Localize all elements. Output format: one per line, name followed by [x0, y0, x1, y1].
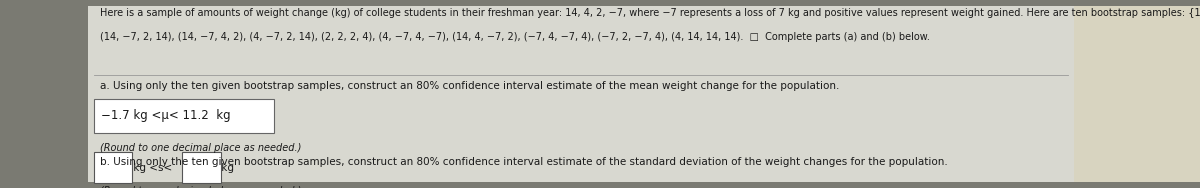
Text: kg: kg: [218, 163, 234, 173]
Text: (Round to one decimal place as needed.): (Round to one decimal place as needed.): [100, 186, 301, 188]
Text: a. Using only the ten given bootstrap samples, construct an 80% confidence inter: a. Using only the ten given bootstrap sa…: [100, 81, 839, 91]
FancyBboxPatch shape: [1074, 6, 1200, 182]
FancyBboxPatch shape: [94, 99, 274, 133]
Text: kg <s<: kg <s<: [130, 163, 172, 173]
Text: (14, −7, 2, 14), (14, −7, 4, 2), (4, −7, 2, 14), (2, 2, 2, 4), (4, −7, 4, −7), (: (14, −7, 2, 14), (14, −7, 4, 2), (4, −7,…: [100, 32, 930, 42]
Text: Here is a sample of amounts of weight change (kg) of college students in their f: Here is a sample of amounts of weight ch…: [100, 8, 1200, 17]
FancyBboxPatch shape: [182, 152, 221, 183]
FancyBboxPatch shape: [88, 6, 1074, 182]
Text: (Round to one decimal place as needed.): (Round to one decimal place as needed.): [100, 143, 301, 153]
FancyBboxPatch shape: [94, 152, 132, 183]
Text: −1.7 kg <μ< 11.2  kg: −1.7 kg <μ< 11.2 kg: [101, 109, 230, 122]
Text: b. Using only the ten given bootstrap samples, construct an 80% confidence inter: b. Using only the ten given bootstrap sa…: [100, 157, 947, 167]
